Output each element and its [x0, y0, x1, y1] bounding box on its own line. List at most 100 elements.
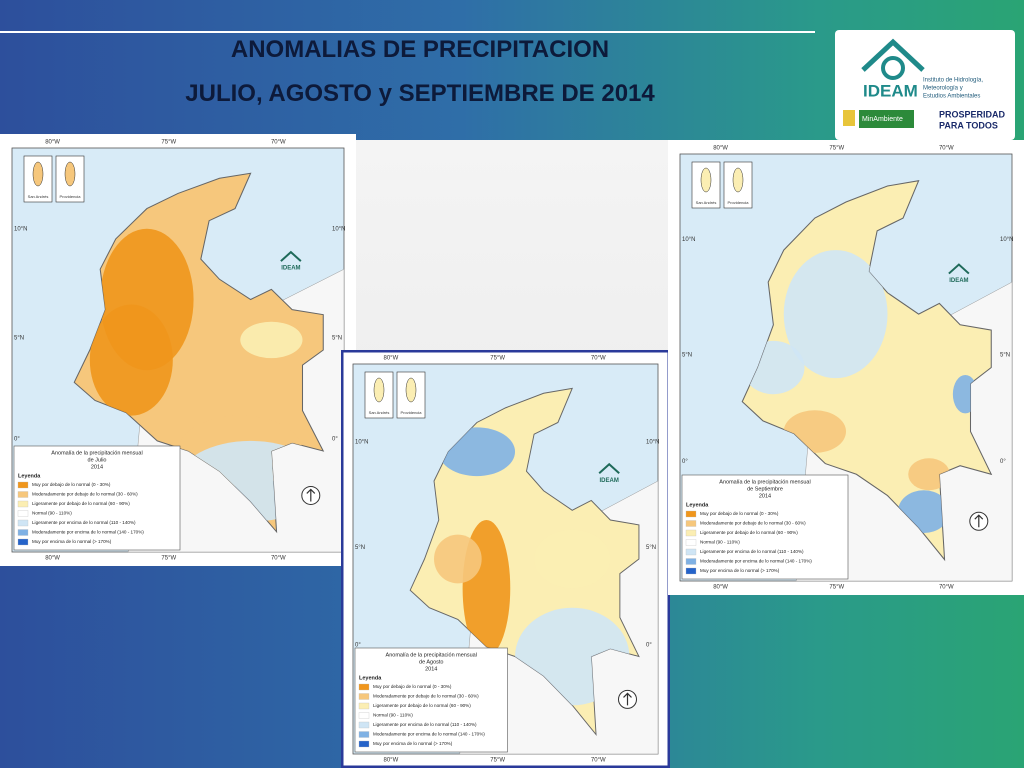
legend-heading: Leyenda	[18, 473, 41, 479]
lon-label: 70°W	[591, 758, 606, 764]
lat-label: 0°	[355, 642, 361, 648]
legend-swatch	[358, 731, 370, 738]
lat-label: 0°	[1000, 459, 1006, 465]
logo-name: IDEAM	[863, 81, 918, 100]
lat-label: 0°	[14, 436, 20, 442]
inset-label: San Andrés	[696, 200, 717, 205]
north-arrow	[623, 692, 632, 706]
legend-label: Moderadamente por encima de lo normal (1…	[32, 530, 144, 535]
legend-label: Moderadamente por encima de lo normal (1…	[700, 559, 812, 564]
lon-label: 75°W	[161, 140, 176, 146]
inset-island	[32, 161, 44, 187]
legend-title: 2014	[425, 666, 437, 672]
legend-title: Anomalía de la precipitación mensual	[719, 479, 810, 485]
legend-box	[13, 445, 181, 551]
legend-title: 2014	[759, 493, 771, 499]
legend-swatch	[685, 510, 697, 518]
badge-icon	[280, 250, 302, 262]
north-arrow	[974, 514, 984, 528]
legend-label: Muy por debajo de lo normal (0 - 30%)	[373, 684, 452, 689]
legend-heading: Leyenda	[686, 502, 709, 508]
country	[409, 387, 640, 736]
legend-swatch	[685, 520, 697, 527]
legend-label: Muy por debajo de lo normal (0 - 30%)	[32, 482, 111, 487]
legend-label: Ligeramente por encima de lo normal (110…	[373, 722, 477, 727]
legend-label: Muy por debajo de lo normal (0 - 30%)	[700, 511, 779, 516]
lat-label: 10°N	[332, 226, 345, 232]
legend-swatch	[17, 529, 29, 536]
lon-label: 80°W	[384, 758, 399, 764]
inset-label: Providencia	[60, 194, 82, 199]
inset-island	[405, 377, 417, 403]
logo-text: Instituto de Hidrología,	[923, 78, 983, 84]
legend-label: Normal (90 - 110%)	[373, 713, 413, 718]
lat-label: 5°N	[682, 352, 692, 358]
lat-label: 0°	[646, 642, 652, 648]
map-frame: 80°W 80°W 75°W 75°W 70°W 70°W 10°N 10°N 5°N 5°N 0°…	[668, 140, 1024, 595]
legend-swatch	[358, 683, 370, 691]
inset-label: San Andrés	[28, 194, 49, 199]
legend-swatch	[685, 567, 697, 575]
legend-label: Moderadamente por debajo de lo normal (3…	[32, 492, 138, 497]
north-arrow	[306, 488, 316, 502]
inset-label: Providencia	[401, 410, 423, 415]
anomaly-area	[240, 321, 303, 359]
lon-label: 75°W	[490, 758, 505, 764]
legend-box	[354, 647, 508, 753]
legend-heading: Leyenda	[359, 675, 382, 681]
legend-swatch	[17, 519, 29, 527]
lon-label: 80°W	[45, 556, 60, 562]
legend-title: de Agosto	[419, 659, 443, 665]
legend-swatch	[685, 548, 697, 556]
lat-label: 5°N	[1000, 352, 1010, 358]
badge-icon	[598, 462, 620, 474]
legend-title: Anomalía de la precipitación mensual	[386, 652, 477, 658]
badge-label: IDEAM	[949, 278, 968, 284]
legend-swatch	[358, 702, 370, 710]
legend-label: Normal (90 - 110%)	[700, 540, 740, 545]
logo-text: MinAmbiente	[862, 116, 903, 123]
legend-label: Ligeramente por debajo de lo normal (60 …	[32, 501, 130, 506]
legend-swatch	[17, 538, 29, 546]
lat-label: 0°	[332, 436, 338, 442]
inset-island	[373, 377, 385, 403]
legend-title: Anomalía de la precipitación mensual	[51, 450, 142, 456]
title: JULIO, AGOSTO y SEPTIEMBRE DE 2014	[185, 80, 655, 107]
lon-label: 80°W	[713, 585, 728, 591]
lat-label: 5°N	[332, 335, 342, 341]
map-frame: 80°W 80°W 75°W 75°W 70°W 70°W 10°N 10°N 5°N 5°N 0°…	[0, 134, 356, 566]
lon-label: 70°W	[271, 556, 286, 562]
lon-label: 70°W	[939, 146, 954, 152]
legend-label: Ligeramente por encima de lo normal (110…	[32, 520, 136, 525]
inset-island	[732, 167, 744, 193]
legend-title: 2014	[91, 464, 103, 470]
lat-label: 10°N	[355, 440, 368, 446]
lon-label: 80°W	[384, 356, 399, 362]
inset-island	[700, 167, 712, 193]
logo-text: PROSPERIDAD	[939, 109, 1006, 119]
legend-label: Muy por encima de lo normal (> 170%)	[373, 741, 453, 746]
badge-label: IDEAM	[600, 478, 619, 484]
legend-swatch	[685, 529, 697, 537]
legend-label: Moderadamente por debajo de lo normal (3…	[373, 694, 479, 699]
legend-label: Muy por encima de lo normal (> 170%)	[700, 568, 780, 573]
legend-label: Normal (90 - 110%)	[32, 511, 72, 516]
lat-label: 5°N	[14, 335, 24, 341]
lat-label: 10°N	[682, 237, 695, 243]
lat-label: 10°N	[646, 440, 659, 446]
legend-title: de Septiembre	[747, 486, 783, 492]
inset-label: Providencia	[728, 200, 750, 205]
lon-label: 75°W	[490, 356, 505, 362]
logo: IDEAM Instituto de Hidrología, Meteorolo…	[835, 30, 1015, 140]
anomaly-area	[89, 304, 173, 416]
legend-label: Ligeramente por encima de lo normal (110…	[700, 549, 804, 554]
logo-text: PARA TODOS	[939, 120, 998, 130]
legend-swatch	[685, 558, 697, 565]
country	[73, 172, 325, 534]
lon-label: 75°W	[161, 556, 176, 562]
legend-label: Ligeramente por debajo de lo normal (60 …	[700, 530, 798, 535]
anomaly-area	[783, 250, 888, 379]
title: ANOMALIAS DE PRECIPITACION	[230, 36, 610, 63]
legend-swatch	[17, 481, 29, 489]
